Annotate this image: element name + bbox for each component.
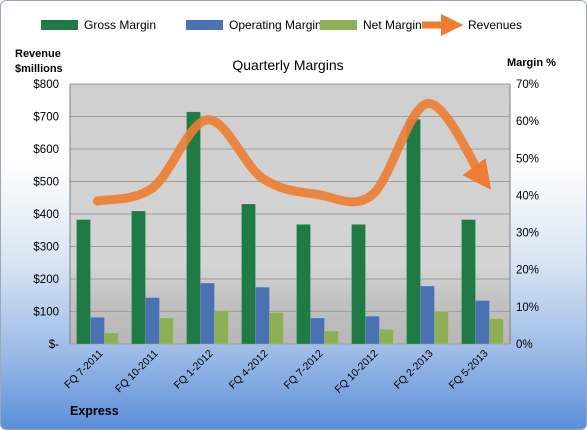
right-tick-label: 70% bbox=[516, 79, 539, 91]
bar-operating-margin bbox=[310, 317, 325, 345]
bar-operating-margin bbox=[365, 315, 380, 345]
bar-net-margin bbox=[434, 311, 449, 345]
category-label: FQ 4-2012 bbox=[227, 348, 271, 392]
bar-operating-margin bbox=[90, 317, 105, 345]
bar-gross-margin bbox=[76, 219, 91, 345]
bar-gross-margin bbox=[461, 219, 476, 345]
revenue-line-path bbox=[93, 99, 492, 207]
right-axis-ticks: 0% 10% 20% 30% 40% 50% 60% 70% bbox=[516, 79, 539, 351]
right-tick-label: 20% bbox=[516, 265, 539, 277]
footer-label: Express bbox=[70, 404, 119, 418]
right-tick-label: 30% bbox=[516, 228, 539, 240]
left-tick-label: $100 bbox=[33, 307, 59, 319]
legend-label: Operating Margin bbox=[229, 18, 322, 32]
bar-gross-margin bbox=[131, 210, 146, 345]
left-tick-label: $200 bbox=[33, 274, 59, 286]
bar-net-margin bbox=[104, 332, 119, 345]
left-tick-label: $500 bbox=[33, 177, 59, 189]
legend-swatch bbox=[320, 20, 357, 30]
left-axis-title-line2: $millions bbox=[15, 63, 63, 75]
bar-net-margin bbox=[379, 328, 394, 345]
left-tick-label: $300 bbox=[33, 242, 59, 254]
bar-gross-margin bbox=[351, 224, 366, 345]
legend-swatch bbox=[186, 20, 223, 30]
left-tick-label: $- bbox=[49, 339, 59, 351]
bar-operating-margin bbox=[420, 285, 435, 345]
legend-label: Net Margin bbox=[363, 18, 422, 32]
right-tick-label: 40% bbox=[516, 190, 539, 202]
left-tick-label: $800 bbox=[33, 79, 59, 91]
category-label: FQ 5-2013 bbox=[447, 348, 491, 392]
bar-operating-margin bbox=[255, 286, 270, 345]
left-axis-ticks: $- $100 $200 $300 $400 $500 $600 $700 $800 bbox=[33, 79, 59, 351]
bar-gross-margin bbox=[406, 119, 421, 345]
bar-net-margin bbox=[324, 330, 339, 345]
right-tick-label: 60% bbox=[516, 116, 539, 128]
right-tick-label: 10% bbox=[516, 302, 539, 314]
category-label: FQ 10-2011 bbox=[113, 348, 161, 396]
category-label: FQ 7-2011 bbox=[62, 348, 106, 392]
category-label: FQ 7-2012 bbox=[282, 348, 326, 392]
legend-swatch bbox=[41, 20, 78, 30]
right-tick-label: 50% bbox=[516, 153, 539, 165]
category-label: FQ 10-2012 bbox=[333, 348, 381, 396]
legend: Gross Margin Operating Margin Net Margin Re… bbox=[41, 13, 522, 37]
legend-label: Gross Margin bbox=[84, 18, 156, 32]
bar-operating-margin bbox=[145, 297, 160, 345]
bar-gross-margin bbox=[296, 224, 311, 345]
bars bbox=[76, 111, 504, 345]
left-tick-label: $700 bbox=[33, 112, 59, 124]
chart-title: Quarterly Margins bbox=[232, 57, 343, 73]
bar-gross-margin bbox=[186, 111, 201, 345]
left-tick-label: $400 bbox=[33, 209, 59, 221]
left-tick-label: $600 bbox=[33, 144, 59, 156]
bar-net-margin bbox=[214, 310, 229, 345]
legend-label: Revenues bbox=[468, 18, 522, 32]
bar-net-margin bbox=[269, 312, 284, 345]
bar-gross-margin bbox=[241, 203, 256, 345]
bar-operating-margin bbox=[200, 282, 215, 345]
right-tick-label: 0% bbox=[516, 339, 533, 351]
category-label: FQ 1-2012 bbox=[172, 348, 216, 392]
revenue-line bbox=[93, 99, 492, 207]
category-labels: FQ 7-2011 FQ 10-2011 FQ 1-2012 FQ 4-2012 FQ … bbox=[62, 348, 491, 396]
bar-net-margin bbox=[159, 317, 174, 345]
left-axis-title-line1: Revenue bbox=[15, 48, 61, 60]
bar-operating-margin bbox=[475, 300, 490, 345]
right-axis-title: Margin % bbox=[507, 57, 556, 69]
category-label: FQ 2-2013 bbox=[392, 348, 436, 392]
bar-net-margin bbox=[489, 318, 504, 345]
